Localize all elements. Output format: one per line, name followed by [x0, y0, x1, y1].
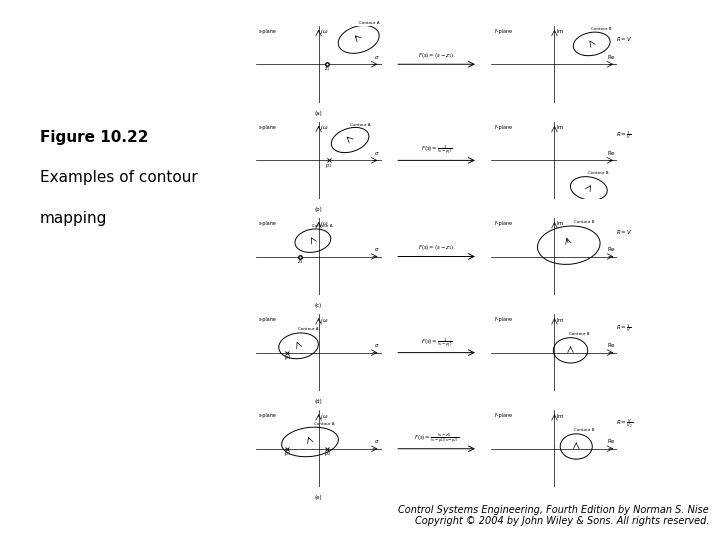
Text: $\mathrm{Im}$: $\mathrm{Im}$ [556, 123, 564, 131]
Text: $j\omega$: $j\omega$ [320, 27, 329, 36]
Text: $j\omega$: $j\omega$ [320, 123, 329, 132]
Text: $\mathrm{Im}$: $\mathrm{Im}$ [556, 219, 564, 227]
Text: $j\omega$: $j\omega$ [320, 219, 329, 228]
Text: Contour A: Contour A [298, 327, 319, 332]
Text: (a): (a) [315, 111, 323, 116]
Text: Contour B: Contour B [574, 428, 595, 432]
Text: $\sigma$: $\sigma$ [374, 438, 380, 445]
Text: Control Systems Engineering, Fourth Edition by Norman S. Nise
Copyright © 2004 b: Control Systems Engineering, Fourth Edit… [398, 505, 709, 526]
Text: $F(s)=\frac{1}{(s-p_1)}$: $F(s)=\frac{1}{(s-p_1)}$ [420, 144, 452, 157]
Text: $R=\frac{1}{V}$: $R=\frac{1}{V}$ [616, 322, 631, 334]
Text: $F(s)=(s-z_1)$: $F(s)=(s-z_1)$ [418, 51, 455, 60]
Text: Contour A: Contour A [314, 422, 335, 426]
Text: $R=\frac{V}{V_2}$: $R=\frac{V}{V_2}$ [616, 417, 634, 430]
Text: $\mathrm{Re}$: $\mathrm{Re}$ [607, 148, 616, 157]
Text: $p_1$: $p_1$ [325, 161, 333, 170]
Text: $\mathrm{Re}$: $\mathrm{Re}$ [607, 52, 616, 60]
Text: $p_1$: $p_1$ [284, 354, 291, 362]
Text: F-plane: F-plane [495, 125, 513, 130]
Text: (b): (b) [315, 207, 323, 212]
Text: (e): (e) [315, 495, 323, 500]
Text: $\mathrm{Re}$: $\mathrm{Re}$ [607, 437, 616, 445]
Text: F-plane: F-plane [495, 221, 513, 226]
Text: Contour B: Contour B [569, 332, 590, 336]
Text: $R=V$: $R=V$ [616, 36, 633, 43]
Text: Contour A: Contour A [359, 21, 380, 25]
Text: F-plane: F-plane [495, 29, 513, 34]
Text: $F(s)=(s-z_1)$: $F(s)=(s-z_1)$ [418, 244, 455, 252]
Text: $R=V$: $R=V$ [616, 228, 633, 235]
Text: $\mathrm{Im}$: $\mathrm{Im}$ [556, 315, 564, 323]
Text: (c): (c) [315, 303, 323, 308]
Text: Contour B: Contour B [591, 27, 611, 31]
Text: F-plane: F-plane [495, 318, 513, 322]
Text: $\sigma$: $\sigma$ [374, 342, 380, 349]
Text: $\mathrm{Im}$: $\mathrm{Im}$ [556, 27, 564, 35]
Text: Contour A: Contour A [350, 123, 370, 127]
Text: $p_2$: $p_2$ [324, 450, 330, 458]
Text: mapping: mapping [40, 211, 107, 226]
Text: $j\omega$: $j\omega$ [320, 411, 329, 421]
Text: $p_1$: $p_1$ [284, 450, 291, 458]
Text: s-plane: s-plane [258, 125, 276, 130]
Text: $j\omega$: $j\omega$ [320, 315, 329, 325]
Text: Contour B: Contour B [588, 171, 608, 176]
Text: $z_1$: $z_1$ [297, 258, 304, 266]
Text: $z_1$: $z_1$ [324, 65, 330, 73]
Text: s-plane: s-plane [258, 29, 276, 34]
Text: (d): (d) [315, 399, 323, 404]
Text: s-plane: s-plane [258, 414, 276, 418]
Text: $\sigma$: $\sigma$ [374, 246, 380, 253]
Text: $\mathrm{Im}$: $\mathrm{Im}$ [556, 411, 564, 420]
Text: $R=\frac{1}{V}$: $R=\frac{1}{V}$ [616, 130, 631, 141]
Text: $\sigma$: $\sigma$ [374, 53, 380, 60]
Text: F-plane: F-plane [495, 414, 513, 418]
Text: $\mathrm{Re}$: $\mathrm{Re}$ [607, 245, 616, 253]
Text: s-plane: s-plane [258, 318, 276, 322]
Text: Figure 10.22: Figure 10.22 [40, 130, 148, 145]
Text: Examples of contour: Examples of contour [40, 170, 197, 185]
Text: s-plane: s-plane [258, 221, 276, 226]
Text: $\sigma$: $\sigma$ [374, 150, 380, 157]
Text: Contour A: Contour A [312, 224, 333, 227]
Text: $F(s)=\frac{1}{(s-p_1)}$: $F(s)=\frac{1}{(s-p_1)}$ [420, 336, 452, 349]
Text: Contour B: Contour B [575, 220, 595, 225]
Text: $\mathrm{Re}$: $\mathrm{Re}$ [607, 341, 616, 349]
Text: $F(s)=\frac{(s-z_1)}{(s-p_1)(s-p_2)}$: $F(s)=\frac{(s-z_1)}{(s-p_1)(s-p_2)}$ [414, 431, 459, 444]
